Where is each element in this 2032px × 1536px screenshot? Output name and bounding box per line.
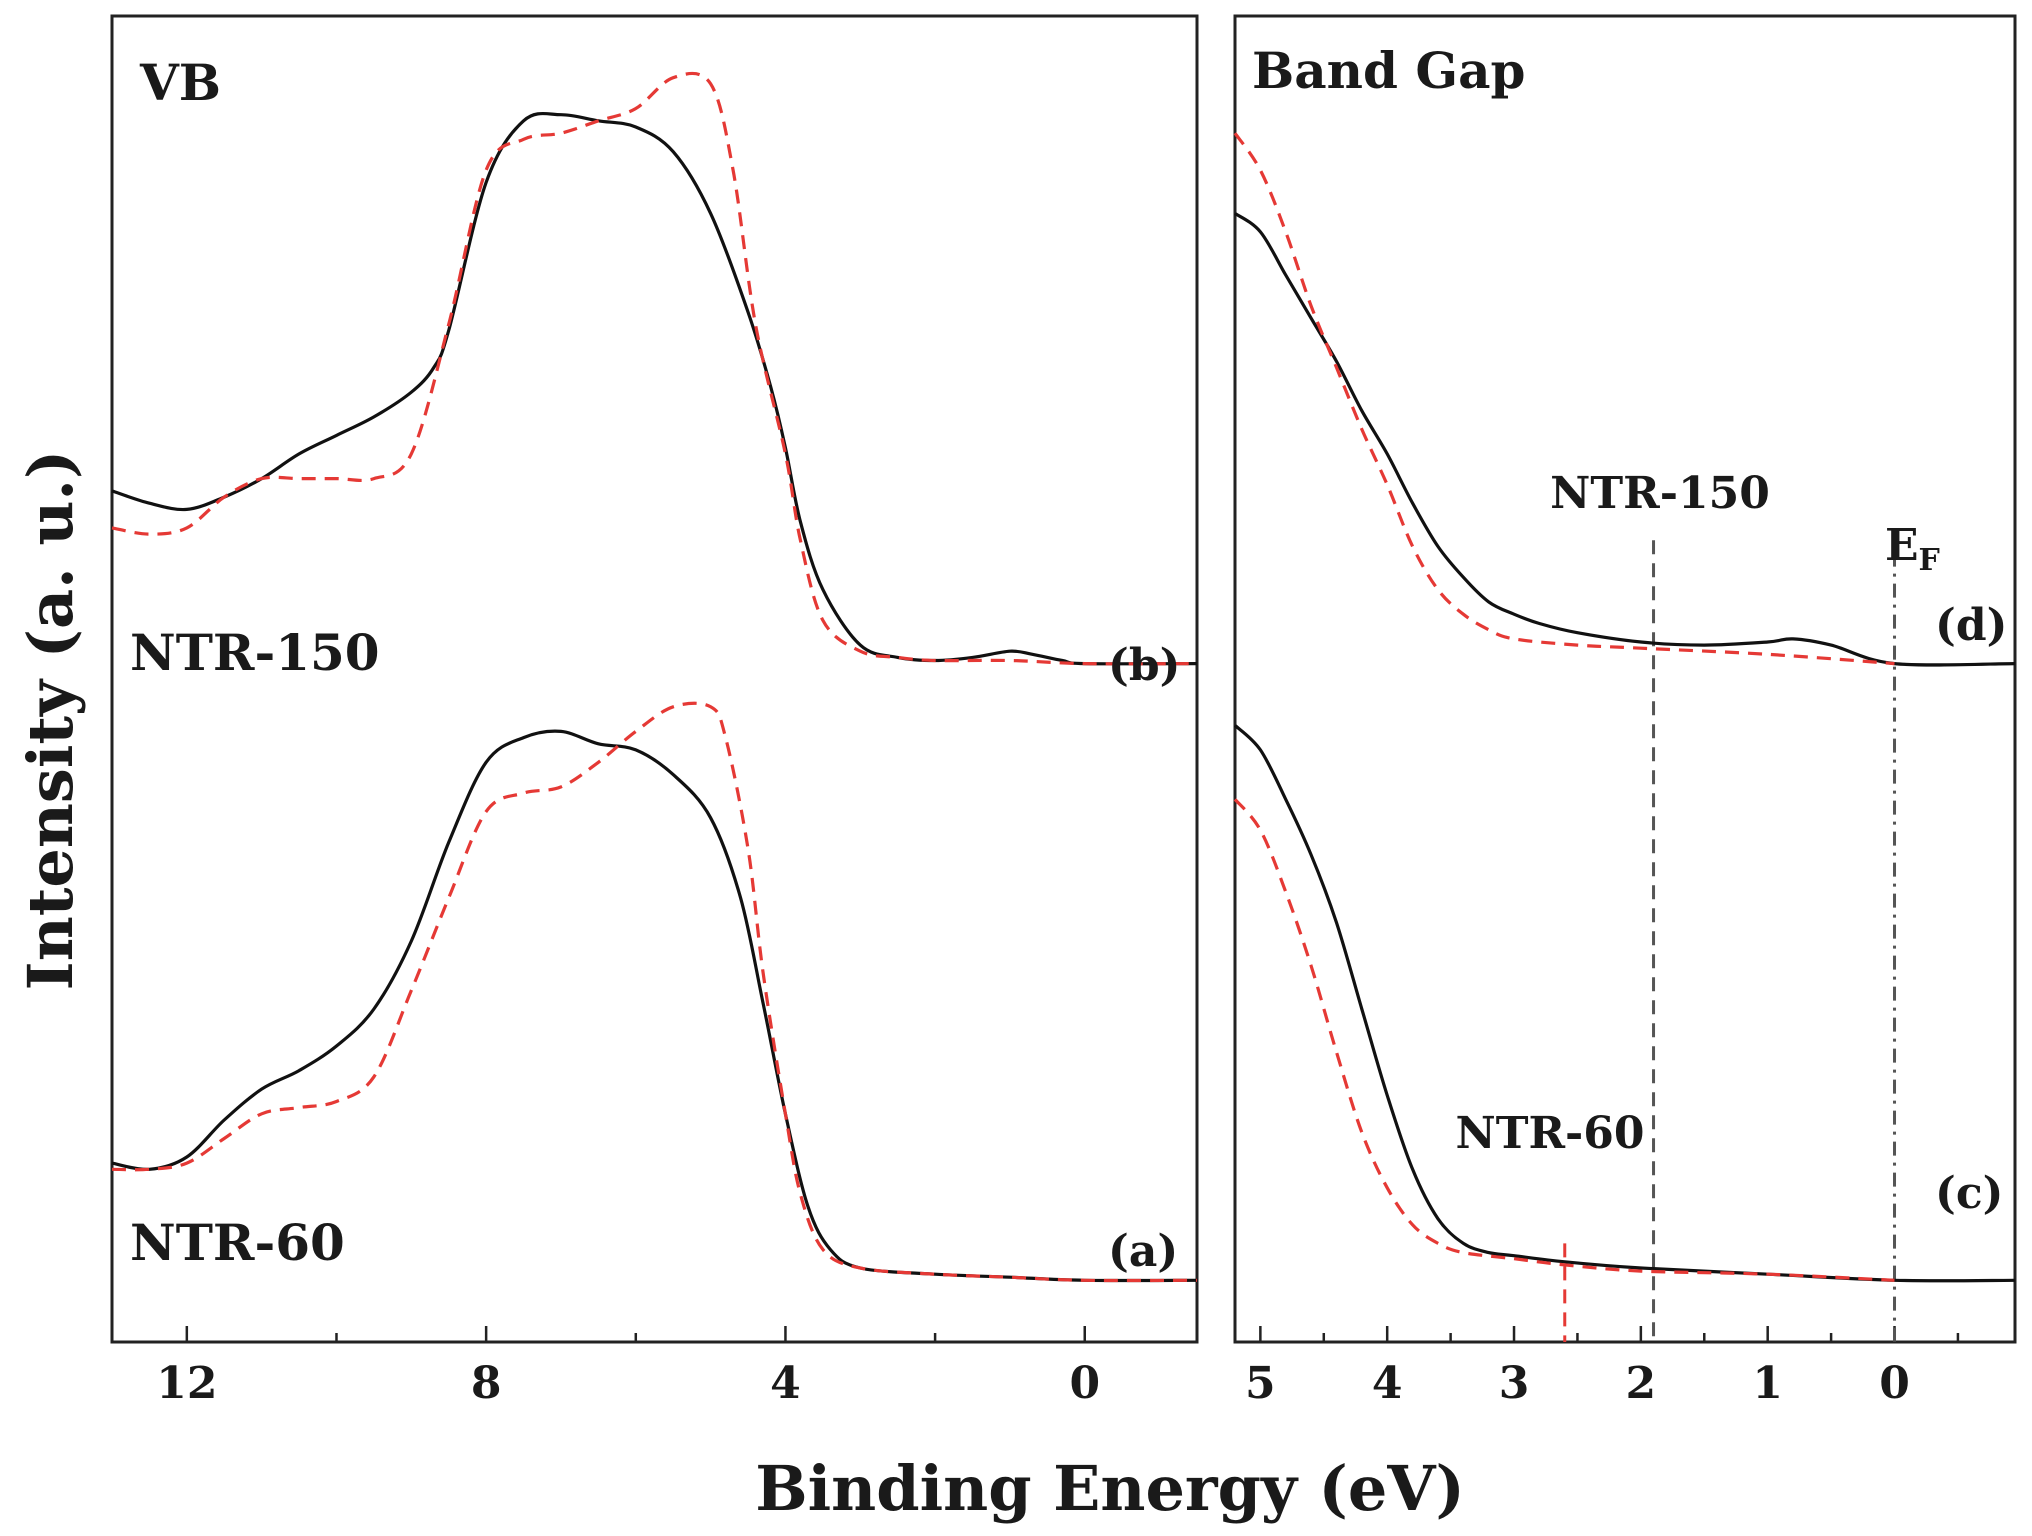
series-line-band-gap-0 (1233, 724, 2016, 1283)
band-gap-tag-d: (d) (1935, 600, 2007, 651)
series-line-vb-3 (111, 71, 1198, 666)
vb-tag-a: (a) (1108, 1226, 1178, 1277)
vb-series (111, 71, 1198, 1283)
vb-label-ntr150: NTR-150 (130, 623, 380, 682)
vb-tag-b: (b) (1108, 640, 1180, 691)
band-gap-markers (1563, 540, 1897, 1342)
series-line-band-gap-2 (1234, 212, 2016, 667)
x-tick-label: 8 (471, 1358, 502, 1409)
x-tick-label: 3 (1499, 1358, 1530, 1409)
panel-band-gap: 5 4 3 2 1 0 Band Gap NTR-150 (d) NTR-60 (c) E… (1233, 14, 2017, 1409)
band-gap-label-ntr150: NTR-150 (1550, 468, 1770, 519)
x-tick-label: 1 (1752, 1358, 1783, 1409)
series-line-band-gap-3 (1233, 132, 1895, 666)
fermi-level-label: EF (1885, 520, 1940, 578)
series-line-band-gap-1 (1233, 798, 1895, 1282)
series-line-vb-2 (111, 111, 1198, 666)
x-tick-label: 5 (1245, 1358, 1276, 1409)
y-axis-title: Intensity (a. u.) (14, 450, 87, 991)
series-line-vb-1 (111, 701, 1198, 1283)
band-gap-label-ntr60: NTR-60 (1455, 1108, 1644, 1159)
band-gap-title: Band Gap (1252, 41, 1525, 100)
x-tick-label: 0 (1069, 1358, 1100, 1409)
panel-vb-frame (110, 14, 1199, 1344)
panel-band-gap-frame (1233, 14, 2017, 1344)
x-tick-label: 4 (1372, 1358, 1403, 1409)
x-axis-title: Binding Energy (eV) (755, 1452, 1465, 1525)
vb-label-ntr60: NTR-60 (130, 1213, 345, 1272)
x-tick-label: 12 (156, 1358, 217, 1409)
x-tick-label: 0 (1879, 1358, 1910, 1409)
vb-title: VB (139, 53, 221, 112)
x-tick-label: 4 (770, 1358, 801, 1409)
panel-vb: 12 8 4 0 VB NTR-150 (b) NTR-60 (a) (110, 14, 1199, 1409)
band-gap-series (1233, 132, 2016, 1283)
band-gap-ticks: 5 4 3 2 1 0 (1245, 1326, 1960, 1409)
vb-ticks: 12 8 4 0 (156, 1326, 1100, 1409)
x-tick-label: 2 (1626, 1358, 1657, 1409)
series-line-vb-0 (111, 729, 1198, 1283)
band-gap-tag-c: (c) (1935, 1168, 2003, 1219)
